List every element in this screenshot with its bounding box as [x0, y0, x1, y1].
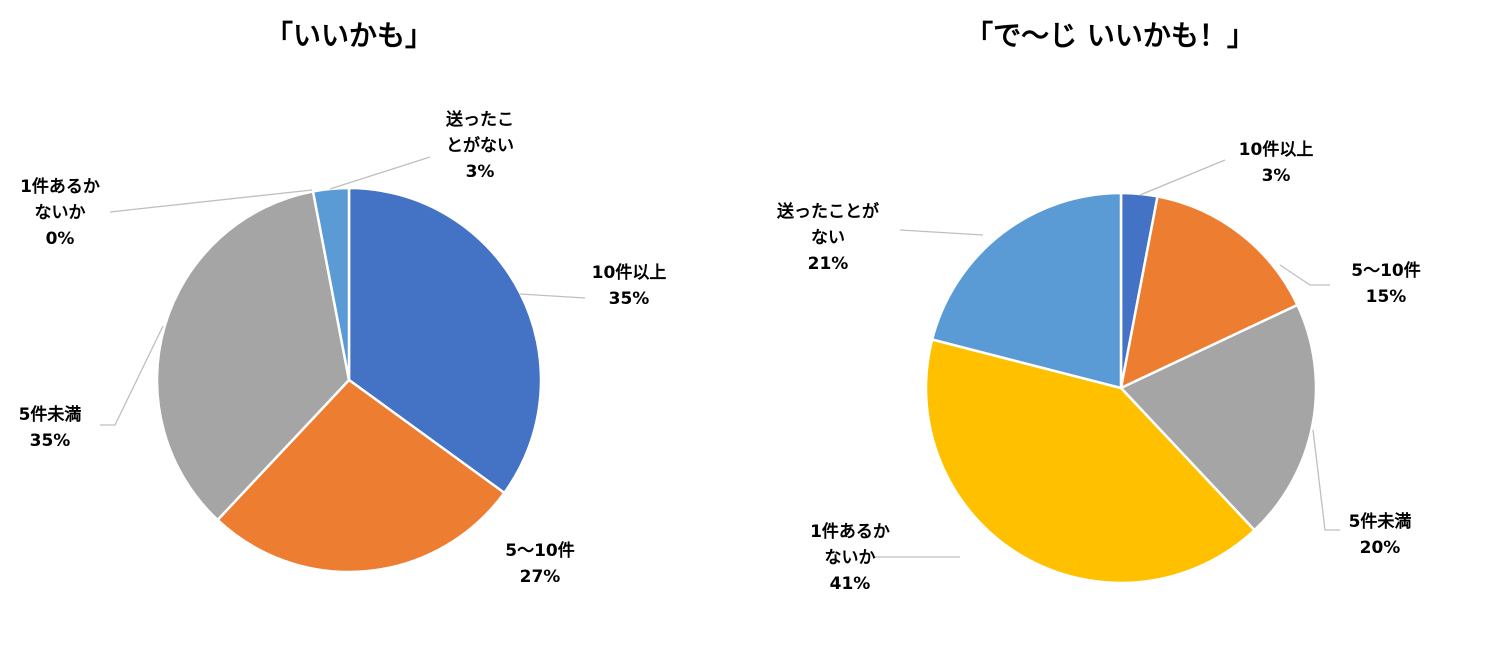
slice-value-label: 41%: [830, 574, 871, 594]
slice-label: 10件以上: [592, 262, 667, 283]
pie-chart-deji-iikamo: 「で〜じ いいかも！」 10件以上3%5〜10件15%5件未満20%1件あるかな…: [777, 19, 1421, 594]
pie-slice: [930, 191, 1123, 390]
slice-label: ない: [811, 228, 845, 248]
leader-line: [1279, 264, 1330, 286]
leader-line: [1312, 429, 1340, 531]
leader-line: [100, 325, 164, 426]
pie-slice: [347, 186, 543, 495]
slice-label: 5〜10件: [1351, 260, 1421, 281]
pie-slice: [1119, 194, 1300, 391]
slice-value-label: 27%: [520, 567, 561, 587]
slice-value-label: 21%: [808, 254, 849, 274]
leader-line: [109, 189, 313, 213]
leader-line: [329, 156, 431, 190]
slice-label: 1件あるか: [20, 176, 100, 197]
slice-value-label: 35%: [609, 289, 650, 309]
slice-value-label: 3%: [1262, 166, 1291, 186]
leader-line: [1139, 159, 1226, 196]
slice-value-label: 20%: [1360, 538, 1401, 558]
slice-label: 5件未満: [1349, 511, 1412, 532]
slice-label: 送ったこ: [446, 109, 514, 130]
slice-label: 5〜10件: [505, 540, 575, 561]
slice-value-label: 15%: [1366, 287, 1407, 307]
leader-line: [519, 293, 586, 299]
slice-value-label: 3%: [466, 162, 495, 182]
pie-slice: [924, 337, 1257, 585]
slice-label: ないか: [35, 203, 86, 223]
pie-slice: [1118, 303, 1318, 532]
pie-slice: [155, 189, 351, 522]
leader-line: [899, 229, 984, 236]
slice-value-label: 35%: [30, 431, 71, 451]
slice-label: ないか: [825, 548, 876, 568]
slice-label: 送ったことが: [777, 201, 879, 222]
chart-title: 「で〜じ いいかも！」: [965, 19, 1255, 52]
slice-value-label: 0%: [46, 229, 75, 249]
slice-label: 5件未満: [19, 404, 82, 425]
slice-label: 10件以上: [1239, 139, 1314, 160]
chart-title: 「いいかも」: [265, 19, 433, 52]
pie-slice: [215, 378, 507, 574]
slice-label: とがない: [446, 135, 514, 156]
slice-label: 1件あるか: [810, 521, 890, 542]
